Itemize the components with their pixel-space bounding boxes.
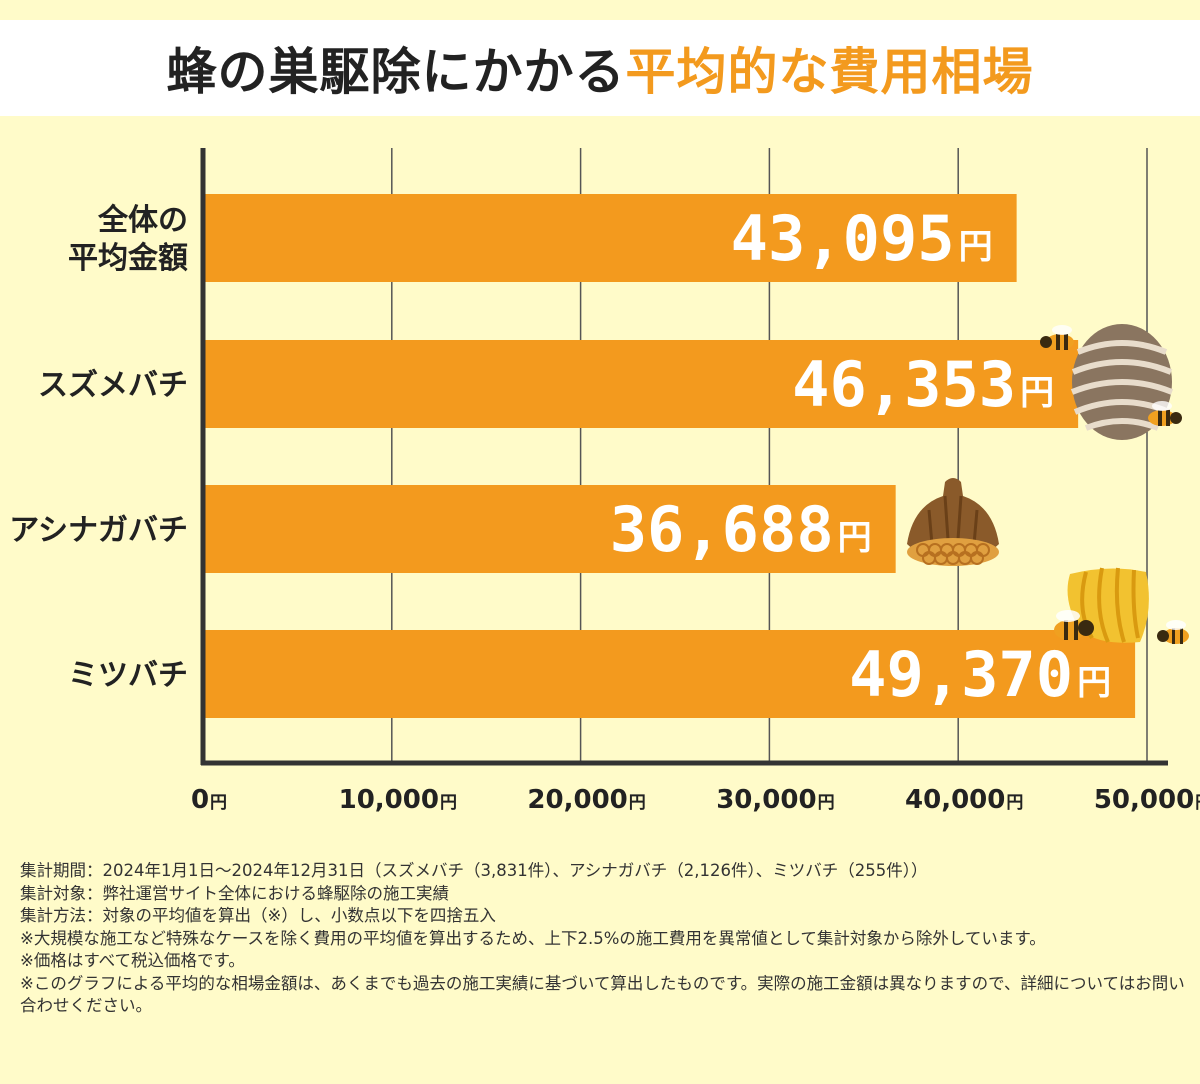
nest-illustrations bbox=[907, 324, 1189, 644]
bar bbox=[203, 485, 896, 573]
value-unit: 円 bbox=[838, 518, 872, 558]
bar bbox=[203, 340, 1079, 428]
chart-title: 蜂の巣駆除にかかる平均的な費用相場 bbox=[167, 32, 1034, 104]
value-label: 43,095 bbox=[731, 202, 955, 275]
footnotes: 集計期間：2024年1月1日〜2024年12月31日（スズメバチ（3,831件）… bbox=[20, 860, 1185, 1018]
footnote-line: 集計期間：2024年1月1日〜2024年12月31日（スズメバチ（3,831件）… bbox=[20, 861, 928, 880]
value-label: 36,688 bbox=[610, 493, 834, 566]
value-unit: 円 bbox=[959, 227, 993, 267]
footnote-line: 集計対象：弊社運営サイト全体における蜂駆除の施工実績 bbox=[20, 883, 449, 903]
title-part-2: 平均的な費用相場 bbox=[625, 43, 1034, 101]
category-label: 平均金額 bbox=[68, 241, 188, 276]
category-label: 全体の bbox=[97, 203, 188, 238]
title-band: 蜂の巣駆除にかかる平均的な費用相場 bbox=[0, 20, 1200, 116]
category-label: ミツバチ bbox=[68, 658, 188, 693]
x-tick-label: 10,000円 bbox=[339, 785, 457, 815]
x-tick-label: 50,000円 bbox=[1094, 785, 1200, 815]
footnote-line: ※このグラフによる平均的な相場金額は、あくまでも過去の施工実績に基づいて算出した… bbox=[20, 973, 1185, 1016]
footnote-line: ※価格はすべて税込価格です。 bbox=[20, 951, 245, 970]
hornet-nest-with-hornets-icon bbox=[1040, 324, 1182, 440]
value-label: 46,353 bbox=[792, 348, 1016, 421]
category-label: スズメバチ bbox=[38, 368, 188, 403]
value-unit: 円 bbox=[1020, 373, 1054, 413]
axes bbox=[200, 148, 1168, 766]
x-tick-label: 20,000円 bbox=[527, 785, 645, 815]
x-tick-labels: 0円 10,000円 20,000円 30,000円 40,000円 50,000円 bbox=[191, 785, 1200, 815]
value-unit: 円 bbox=[1077, 663, 1111, 703]
category-label: アシナガバチ bbox=[9, 513, 188, 548]
value-label: 49,370 bbox=[849, 638, 1073, 711]
footnote-line: ※大規模な施工など特殊なケースを除く費用の平均値を算出するため、上下2.5%の施… bbox=[20, 928, 1046, 948]
x-tick-label: 0円 bbox=[191, 785, 227, 815]
bar bbox=[203, 630, 1136, 718]
paper-wasp-nest-icon bbox=[907, 478, 999, 566]
x-tick-label: 30,000円 bbox=[716, 785, 834, 815]
title-part-1: 蜂の巣駆除にかかる bbox=[166, 43, 626, 101]
honeybee-hive-with-bees-icon bbox=[1054, 567, 1189, 644]
x-tick-label: 40,000円 bbox=[905, 785, 1023, 815]
bar bbox=[203, 194, 1017, 282]
footnote-line: 集計方法：対象の平均値を算出（※）し、小数点以下を四捨五入 bbox=[20, 906, 496, 925]
